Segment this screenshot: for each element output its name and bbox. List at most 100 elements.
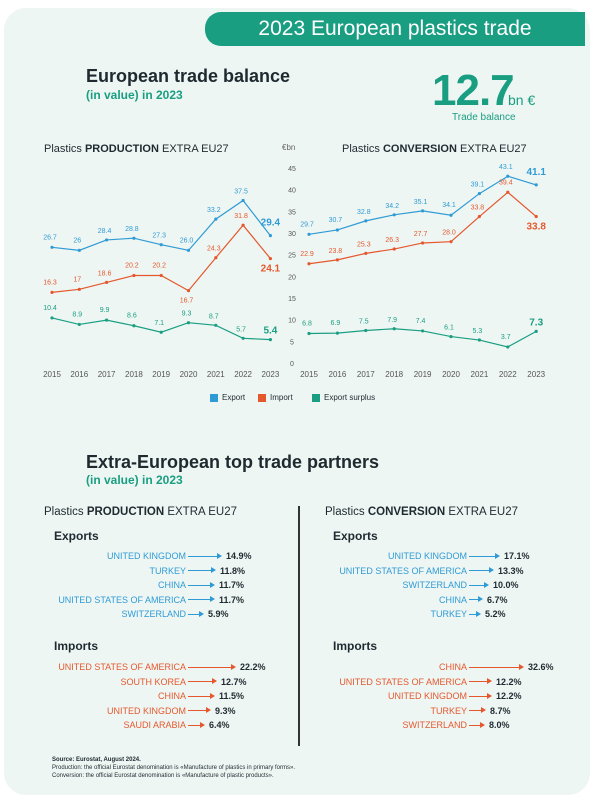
partner-row: UNITED KINGDOM 14.9%	[16, 551, 252, 561]
legend-export: Export	[210, 393, 245, 402]
data-label: 7.4	[416, 318, 426, 325]
partner-share-arrow	[188, 552, 222, 559]
x-tick-label: 2023	[527, 370, 545, 379]
conversion-chart-title: Plastics CONVERSION EXTRA EU27	[342, 143, 527, 155]
data-label: 25.3	[357, 241, 371, 248]
line-charts: 0 5 10 15 20 25 30 35 40 45 2015 2016 2017 2018 2019 20…	[43, 164, 546, 379]
data-label: 33.8	[526, 222, 546, 233]
data-label: 7.5	[359, 319, 369, 326]
x-tick-label: 2021	[471, 370, 489, 379]
partner-value: 11.7%	[219, 580, 245, 590]
partner-value: 13.3%	[498, 565, 524, 576]
partner-value: 12.2%	[496, 691, 522, 701]
data-label: 26	[73, 237, 81, 244]
partner-value: 11.7%	[219, 594, 245, 605]
legend-surplus-label: Export surplus	[324, 393, 376, 402]
partner-country: TURKEY	[149, 565, 186, 576]
data-point	[268, 256, 272, 261]
x-tick-label: 2022	[234, 370, 252, 379]
data-label: 32.8	[357, 209, 371, 216]
partner-share-arrow	[469, 610, 481, 617]
data-label: 28.8	[125, 226, 139, 233]
partner-country: SWITZERLAND	[402, 720, 467, 730]
data-point	[77, 322, 81, 327]
data-point	[392, 327, 396, 331]
data-point	[241, 223, 245, 227]
y-tick-label: 20	[288, 274, 296, 281]
data-point	[364, 328, 368, 333]
y-tick-label: 15	[288, 296, 296, 303]
partner-share-arrow	[469, 581, 489, 588]
data-label: 27.3	[152, 233, 166, 240]
partner-value: 6.4%	[209, 720, 230, 730]
partner-row: TURKEY 5.2%	[297, 609, 506, 619]
partner-share-arrow	[188, 663, 236, 670]
data-label: 10.4	[43, 305, 57, 312]
partner-share-arrow	[469, 567, 494, 573]
y-tick-label: 40	[288, 188, 296, 195]
conversion-partners-title: Plastics CONVERSION EXTRA EU27	[325, 506, 519, 518]
data-point	[506, 345, 510, 349]
partner-country: SWITZERLAND	[121, 609, 186, 619]
trade-balance-caption: Trade balance	[452, 112, 516, 123]
partner-country: UNITED KINGDOM	[387, 551, 467, 561]
data-point	[132, 273, 136, 278]
x-tick-label: 2021	[207, 370, 225, 379]
data-point	[50, 245, 54, 249]
data-label: 7.9	[387, 317, 397, 324]
conversion-exports-heading: Exports	[333, 529, 378, 543]
data-label: 28.0	[442, 230, 456, 237]
data-point	[214, 323, 218, 327]
partner-country: SOUTH KOREA	[120, 676, 186, 687]
data-point	[421, 209, 425, 213]
data-label: 26.7	[43, 234, 57, 241]
data-label: 26.3	[385, 237, 399, 244]
data-label: 30.7	[329, 217, 343, 224]
partner-value: 12.7%	[221, 676, 247, 687]
data-label: 24.3	[207, 246, 221, 253]
partner-share-arrow	[469, 663, 524, 670]
data-point	[50, 290, 54, 294]
partner-share-arrow	[188, 596, 215, 602]
data-label: 28.4	[98, 228, 112, 235]
data-point	[421, 329, 425, 333]
legend-export-swatch	[210, 393, 218, 402]
partner-share-arrow	[188, 721, 205, 728]
data-label: 9.3	[182, 311, 192, 318]
data-label: 18.6	[98, 270, 112, 277]
partner-value: 22.2%	[240, 662, 266, 672]
partner-value: 5.9%	[208, 609, 229, 619]
partner-value: 9.3%	[215, 705, 236, 716]
data-point	[392, 247, 396, 251]
production-partners-title: Plastics PRODUCTION EXTRA EU27	[44, 506, 238, 518]
data-label: 7.1	[154, 320, 164, 327]
y-tick-label: 25	[288, 253, 296, 260]
partner-row: CHINA 11.7%	[16, 580, 244, 590]
partner-row: SOUTH KOREA 12.7%	[16, 676, 247, 687]
data-point	[335, 331, 339, 335]
partner-row: UNITED KINGDOM 9.3%	[16, 706, 236, 716]
partner-share-arrow	[469, 692, 492, 699]
partner-country: TURKEY	[430, 705, 467, 716]
data-point	[159, 243, 163, 247]
y-tick-label: 0	[290, 361, 294, 368]
y-tick-label: 30	[288, 231, 296, 238]
data-point	[534, 214, 538, 219]
data-label: 31.8	[234, 213, 248, 220]
partner-share-arrow	[188, 581, 215, 588]
partner-row: CHINA 32.6%	[297, 662, 554, 672]
data-point	[307, 262, 311, 266]
data-point	[534, 329, 538, 333]
data-point	[159, 330, 163, 334]
data-point	[392, 213, 396, 217]
data-point	[506, 190, 510, 194]
data-point	[105, 318, 109, 322]
x-tick-label: 2018	[125, 370, 143, 379]
data-label: 33.2	[207, 207, 221, 214]
y-tick-label: 10	[288, 318, 296, 325]
data-label: 5.4	[263, 326, 277, 337]
data-point	[268, 234, 272, 238]
partner-value: 14.9%	[226, 551, 252, 561]
partner-share-arrow	[188, 678, 217, 684]
partner-value: 5.2%	[485, 609, 506, 619]
